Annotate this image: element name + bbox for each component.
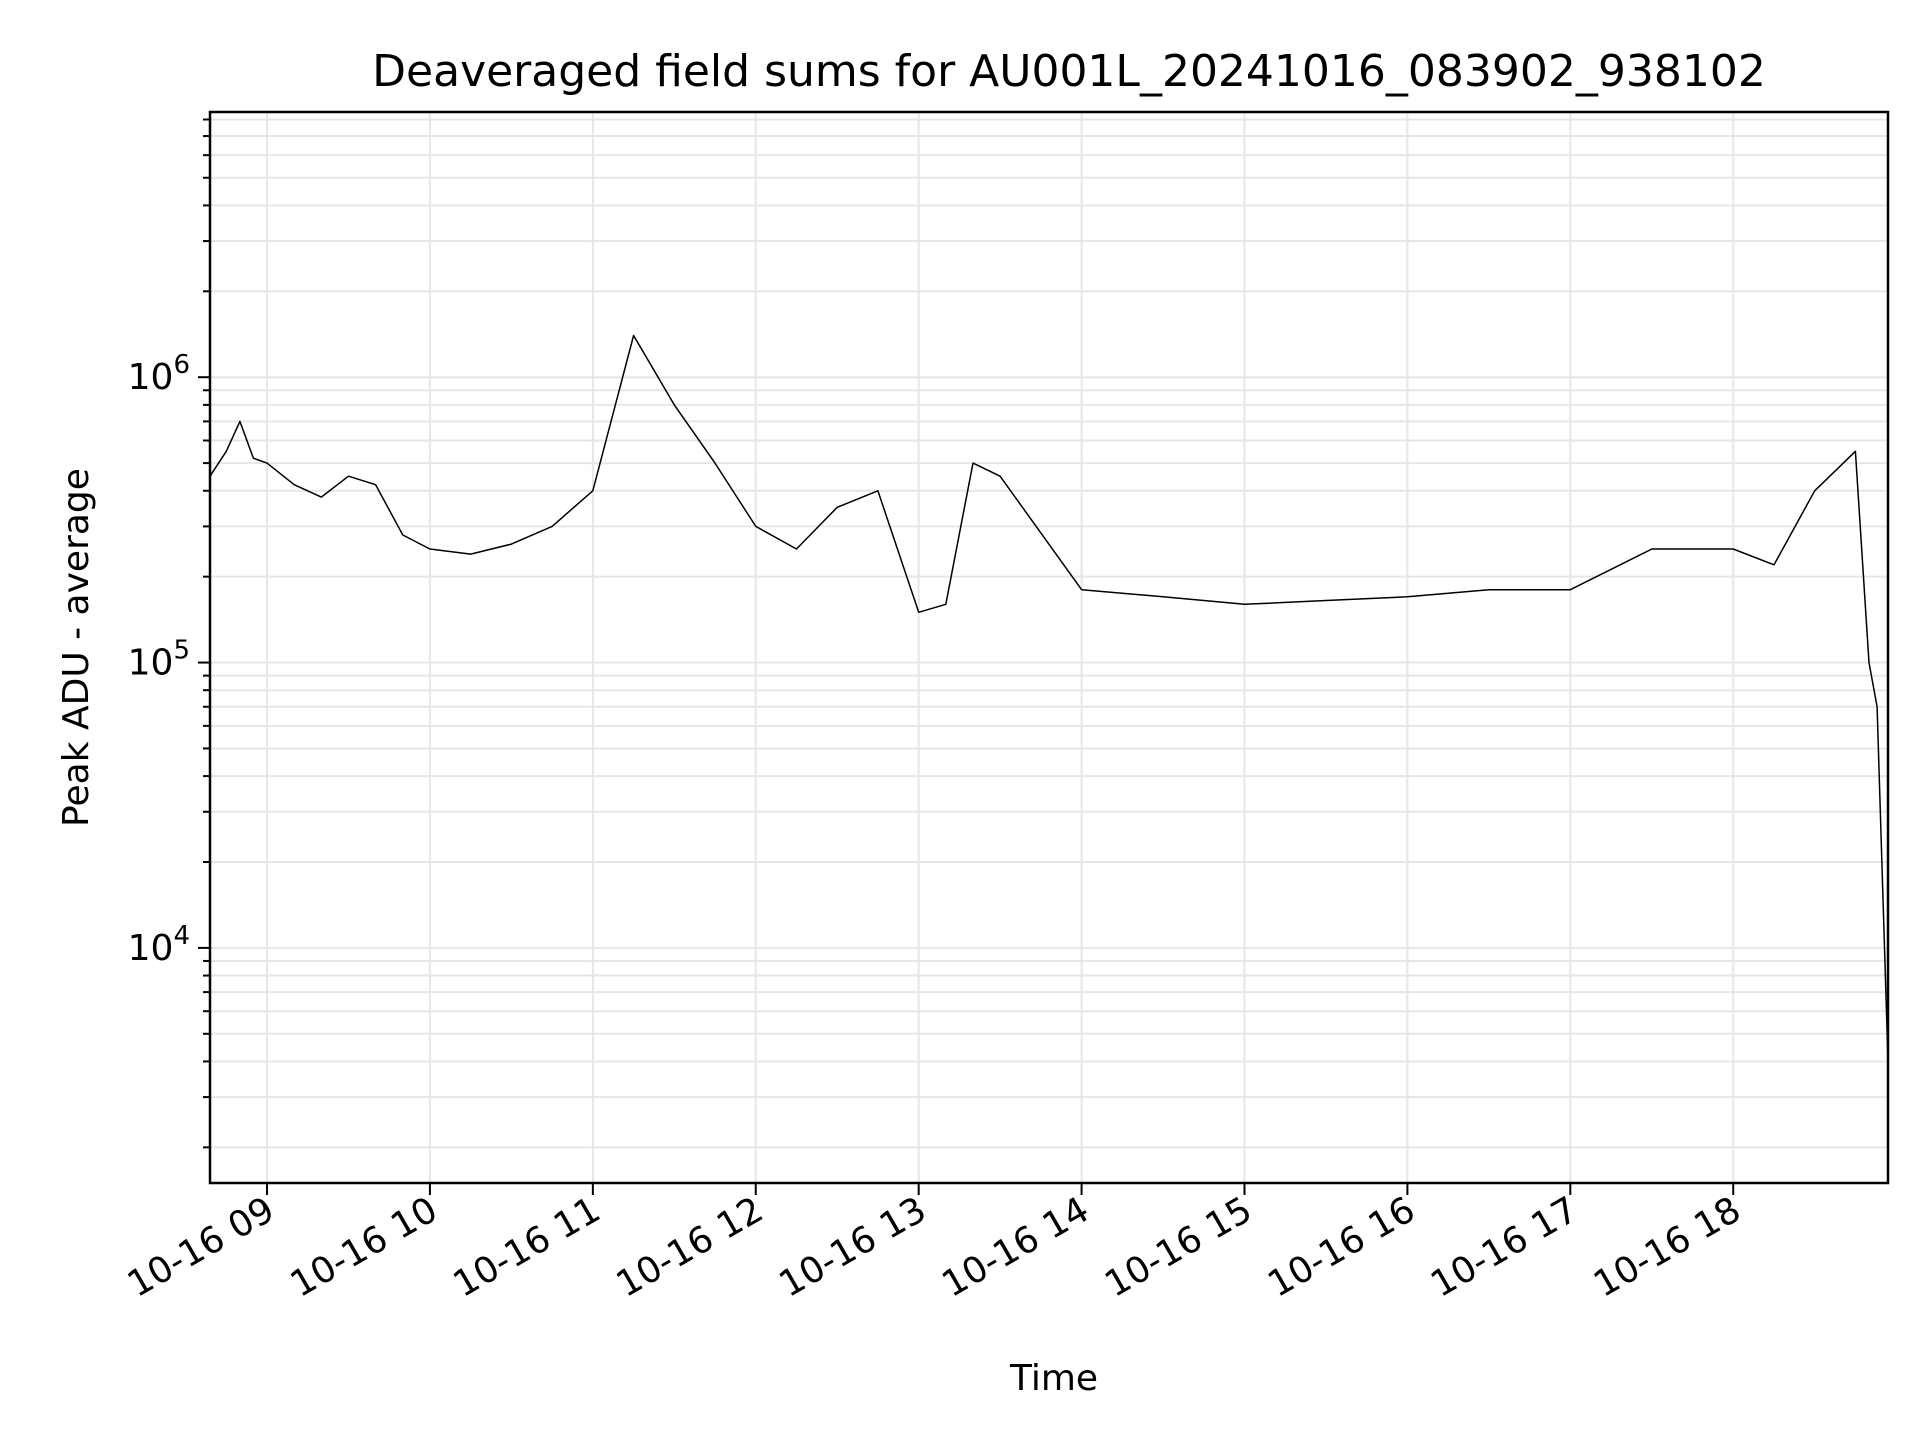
chart-title: Deaveraged field sums for AU001L_2024101… — [372, 46, 1766, 97]
series-line — [209, 334, 1889, 1062]
series-layer — [209, 334, 1889, 1062]
y-tick-label: 106 — [128, 350, 190, 398]
y-tick-label: 104 — [128, 921, 190, 969]
y-axis-label: Peak ADU - average — [56, 468, 97, 827]
y-tick-label: 105 — [128, 636, 190, 684]
plot-frame — [208, 110, 1890, 1185]
x-axis-label: Time — [1009, 1358, 1098, 1399]
grid — [210, 112, 1888, 1183]
